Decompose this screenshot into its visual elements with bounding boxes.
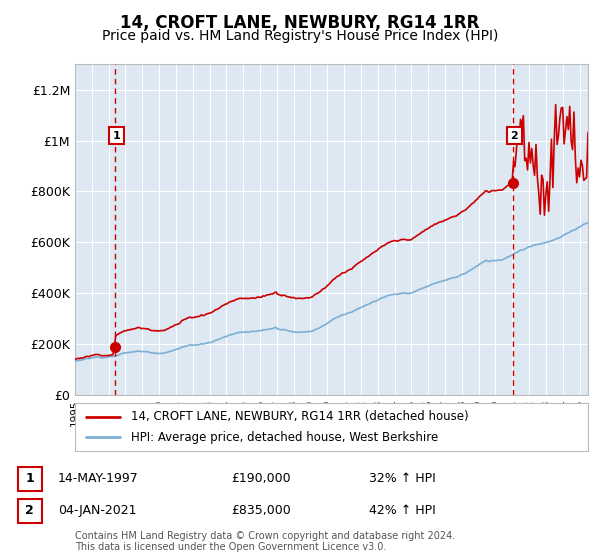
Text: 2: 2	[511, 130, 518, 141]
Text: 32% ↑ HPI: 32% ↑ HPI	[369, 472, 436, 486]
Bar	[18, 499, 42, 523]
Text: 14-MAY-1997: 14-MAY-1997	[58, 472, 139, 486]
FancyBboxPatch shape	[75, 403, 588, 451]
Text: 1: 1	[113, 130, 121, 141]
Text: Contains HM Land Registry data © Crown copyright and database right 2024.
This d: Contains HM Land Registry data © Crown c…	[75, 531, 455, 553]
Text: HPI: Average price, detached house, West Berkshire: HPI: Average price, detached house, West…	[131, 431, 439, 444]
Text: 2: 2	[25, 505, 34, 517]
Text: £835,000: £835,000	[231, 505, 290, 517]
Text: 14, CROFT LANE, NEWBURY, RG14 1RR: 14, CROFT LANE, NEWBURY, RG14 1RR	[121, 14, 479, 32]
Text: 42% ↑ HPI: 42% ↑ HPI	[369, 505, 436, 517]
Text: Price paid vs. HM Land Registry's House Price Index (HPI): Price paid vs. HM Land Registry's House …	[102, 29, 498, 43]
Text: £190,000: £190,000	[231, 472, 290, 486]
Text: 04-JAN-2021: 04-JAN-2021	[58, 505, 137, 517]
Text: 14, CROFT LANE, NEWBURY, RG14 1RR (detached house): 14, CROFT LANE, NEWBURY, RG14 1RR (detac…	[131, 410, 469, 423]
Text: 1: 1	[25, 472, 34, 486]
Bar	[18, 466, 42, 491]
